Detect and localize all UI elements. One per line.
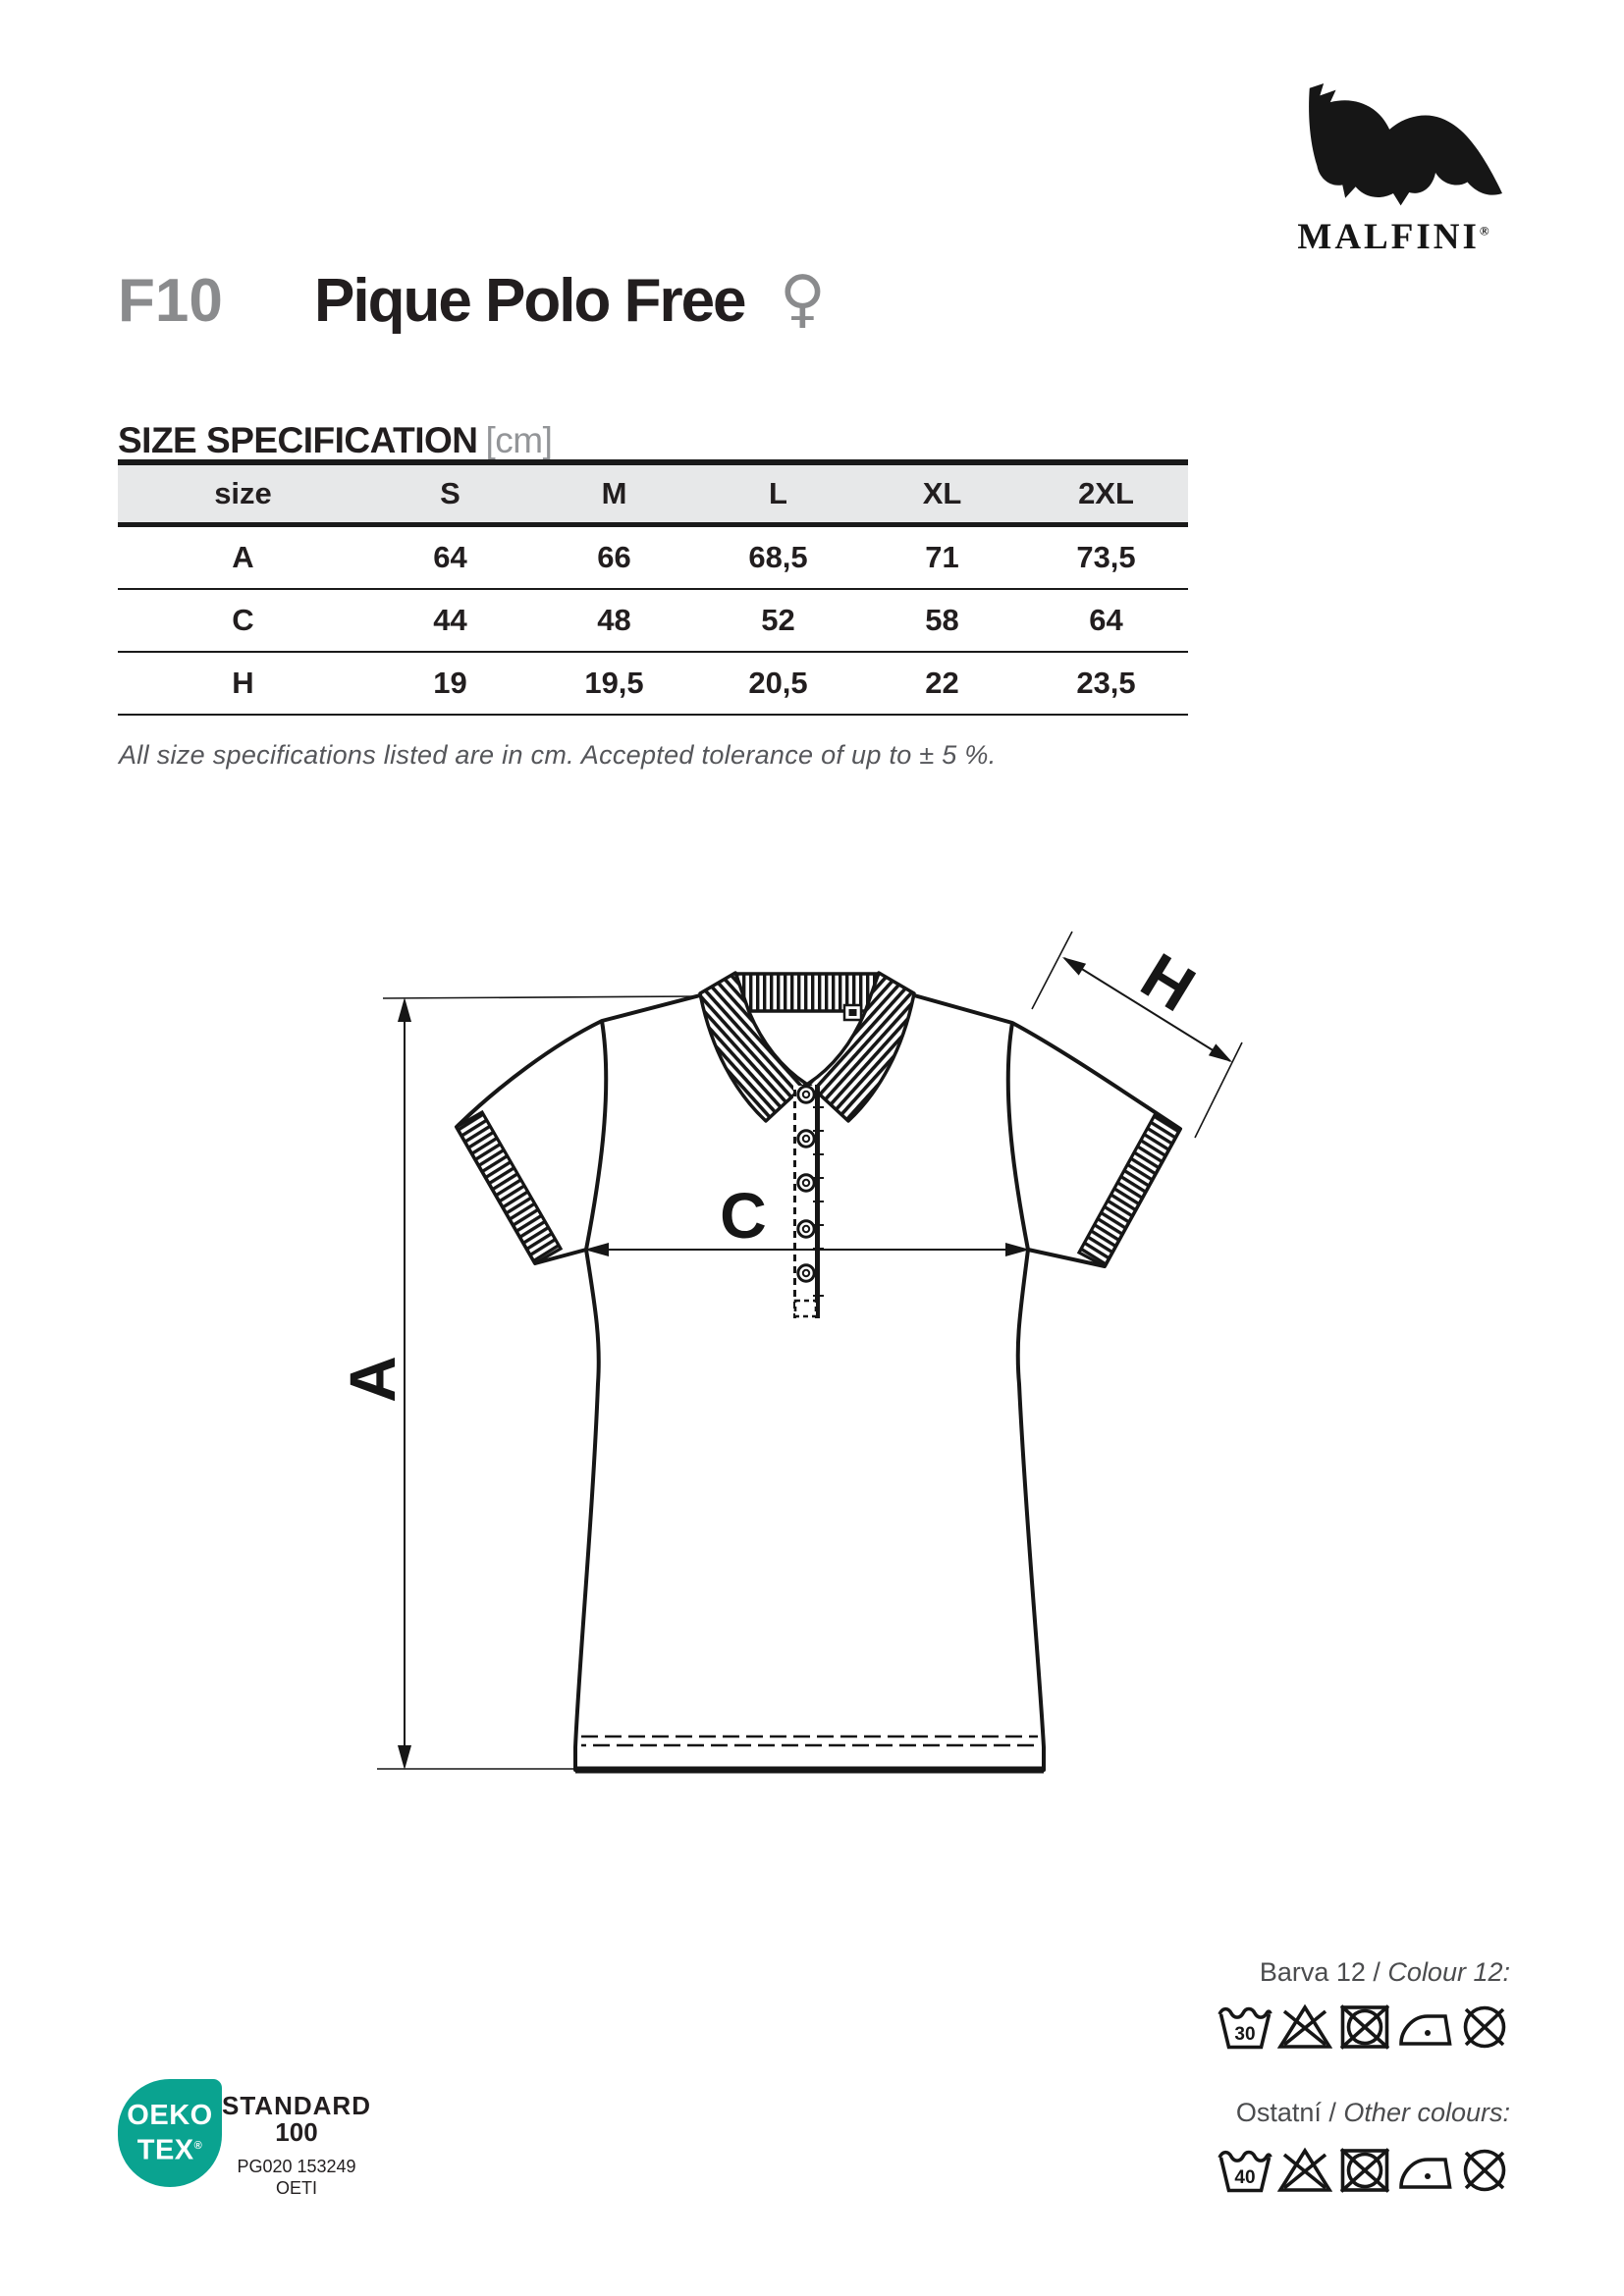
cell-value: 22 [925,666,959,700]
page-title: Pique Polo Free [314,267,747,335]
polo-technical-drawing: A C H [344,931,1243,1774]
button [796,1129,816,1148]
left-cuff-rib [454,1109,564,1266]
certificate-code: PG020 153249 [237,2157,356,2176]
institute-code: OETI [275,2178,317,2198]
cell-value: 44 [433,603,467,637]
malfini-bird-logo-icon [1309,82,1502,206]
right-cuff-rib [1076,1112,1183,1269]
button [796,1219,816,1239]
standard-label: STANDARD [222,2091,371,2120]
iron-one-dot-icon [1399,2014,1452,2046]
col-header-m: M [601,476,627,510]
svg-text:30: 30 [1234,2024,1255,2045]
registered-mark: ® [193,2139,203,2152]
cell-value: 23,5 [1076,666,1136,700]
oeko-tex-certification: STANDARD 100 PG020 153249 OETI [222,2093,371,2198]
size-spec-unit: [cm] [485,420,553,460]
dimension-label-c: C [720,1179,767,1252]
buttons [796,1085,816,1283]
collar-left-fold [698,971,808,1123]
collar-right-fold [806,971,916,1123]
do-not-dry-clean-icon [1463,2005,1506,2049]
button [796,1263,816,1283]
svg-text:40: 40 [1234,2167,1255,2188]
table-row-h: H 19 19,5 20,5 22 23,5 [118,653,1188,716]
col-header-s: S [440,476,460,510]
do-not-bleach-icon [1277,2003,1332,2049]
care-label-other-colours: Ostatní / Other colours: [1236,2098,1510,2128]
care-label-en: Other colours: [1335,2098,1510,2127]
dimension-label-a: A [344,1356,408,1403]
care-label-cs: Barva 12 / [1259,1957,1380,1987]
button [796,1173,816,1193]
cell-value: 19 [433,666,467,700]
size-spec-heading: SIZE SPECIFICATION [cm] [118,420,553,461]
dimension-c: C [584,1179,1030,1256]
size-table-header-row: size S M L XL 2XL [118,465,1188,527]
oeko-tex-badge: OEKO TEX® [118,2079,222,2187]
row-label: A [232,540,254,574]
size-spec-title: SIZE SPECIFICATION [118,420,478,460]
tolerance-note: All size specifications listed are in cm… [119,740,997,770]
col-header-l: L [769,476,787,510]
button [796,1085,816,1104]
female-symbol-icon: ♀ [780,263,826,336]
oeko-badge-line2: TEX® [136,2134,203,2166]
dimension-label-h: H [1129,938,1207,1025]
do-not-tumble-dry-icon [1339,2148,1390,2193]
polo-outline [455,993,1182,1774]
standard-number: 100 [275,2117,318,2147]
do-not-tumble-dry-icon [1339,2004,1390,2050]
col-header-size: size [214,476,272,510]
cell-value: 64 [1089,603,1123,637]
col-header-2xl: 2XL [1078,476,1134,510]
brand-wordmark: MALFINI® [1267,216,1520,258]
col-header-xl: XL [922,476,962,510]
placket-bottom-box [793,1299,818,1318]
registered-mark: ® [1479,223,1489,239]
table-row-a: A 64 66 68,5 71 73,5 [118,527,1188,590]
wash-40-icon: 40 [1218,2150,1272,2193]
care-symbols-row-colour-12: 30 [1218,2002,1514,2052]
do-not-bleach-icon [1277,2147,1332,2192]
care-label-cs: Ostatní / [1235,2098,1336,2127]
care-symbols-row-other-colours: 40 [1218,2146,1514,2195]
oeko-badge-line1: OEKO [127,2099,213,2131]
table-row-c: C 44 48 52 58 64 [118,590,1188,653]
care-label-en: Colour 12: [1380,1957,1510,1987]
cell-value: 73,5 [1076,540,1136,574]
product-code: F10 [118,267,223,335]
care-label-colour-12: Barva 12 / Colour 12: [1260,1957,1510,1988]
do-not-dry-clean-icon [1463,2149,1506,2192]
cell-value: 71 [925,540,959,574]
cell-value: 64 [433,540,467,574]
cell-value: 52 [761,603,795,637]
size-table: size S M L XL 2XL A 64 66 68,5 71 73,5 C… [118,459,1188,716]
row-label: H [232,666,254,700]
cell-value: 20,5 [748,666,808,700]
cell-value: 68,5 [748,540,808,574]
brand-name: MALFINI [1297,217,1480,257]
wash-30-icon: 30 [1218,2006,1272,2050]
right-armhole-seam [1005,1022,1030,1251]
button-placket [793,1085,824,1318]
dimension-a: A [344,995,699,1770]
collar [698,971,916,1123]
row-label: C [232,603,254,637]
cell-value: 48 [597,603,631,637]
left-armhole-seam [584,1020,609,1251]
cell-value: 19,5 [584,666,644,700]
cell-value: 58 [925,603,959,637]
iron-one-dot-icon [1399,2158,1452,2189]
cell-value: 66 [597,540,631,574]
